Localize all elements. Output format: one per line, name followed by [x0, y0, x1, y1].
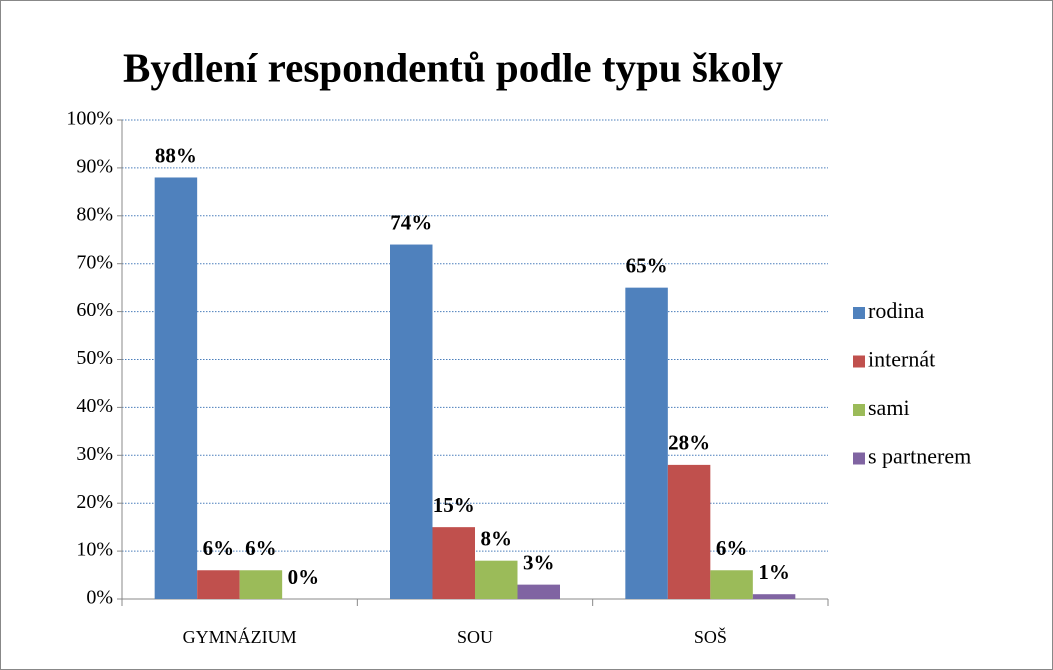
y-tick-label: 80% [76, 203, 113, 225]
y-tick-label: 100% [66, 108, 113, 130]
y-tick-label: 20% [76, 491, 113, 513]
bar [197, 570, 240, 599]
bar [625, 287, 668, 599]
x-tick-label: GYMNÁZIUM [183, 626, 297, 647]
data-label: 15% [433, 493, 475, 517]
chart-title: Bydlení respondentů podle typu školy [123, 44, 784, 90]
data-label: 3% [523, 550, 555, 574]
bar [710, 570, 753, 599]
data-label: 88% [155, 143, 197, 167]
data-label: 8% [481, 526, 513, 550]
x-tick-label: SOŠ [694, 626, 727, 647]
data-label: 6% [245, 536, 277, 560]
data-label: 74% [390, 210, 432, 234]
legend-label: sami [868, 395, 910, 420]
y-tick-label: 50% [76, 347, 113, 369]
data-label: 28% [668, 431, 710, 455]
legend-swatch [853, 307, 865, 319]
legend-label: internát [868, 347, 935, 372]
data-label: 6% [203, 536, 235, 560]
bar [390, 244, 433, 600]
legend-label: s partnerem [868, 444, 971, 469]
x-tick-label: SOU [457, 627, 493, 647]
y-tick-label: 0% [86, 587, 113, 609]
y-tick-label: 30% [76, 443, 113, 465]
bar [154, 177, 198, 600]
bar [432, 527, 475, 599]
data-label: 65% [626, 253, 668, 277]
bar [667, 464, 711, 599]
y-tick-label: 60% [76, 299, 113, 321]
y-tick-label: 40% [76, 395, 113, 417]
y-tick-label: 10% [76, 539, 113, 561]
y-tick-label: 70% [76, 251, 113, 273]
bar [517, 584, 560, 599]
bar [239, 570, 283, 599]
y-tick-label: 90% [76, 155, 113, 177]
legend-swatch [853, 404, 865, 416]
legend-label: rodina [868, 298, 924, 323]
data-label: 0% [288, 565, 320, 589]
data-label: 6% [716, 536, 748, 560]
bar [752, 594, 796, 599]
legend-swatch [853, 355, 865, 368]
bar [475, 560, 518, 599]
data-label: 1% [758, 560, 790, 584]
legend-swatch [853, 452, 865, 465]
